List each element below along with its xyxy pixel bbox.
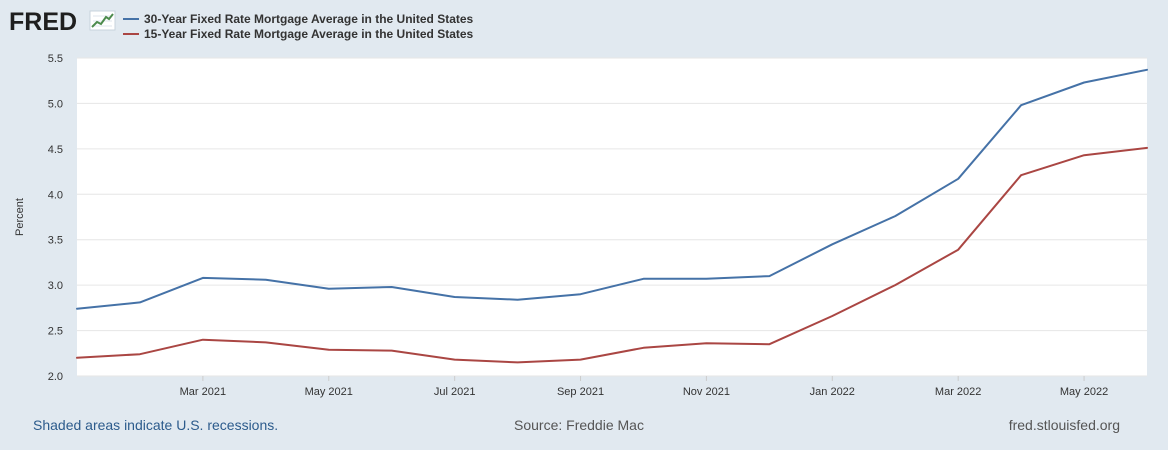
website-text: fred.stlouisfed.org [1008,417,1120,433]
x-tick-label: May 2022 [1060,386,1108,398]
legend-item-30-year[interactable]: 30-Year Fixed Rate Mortgage Average in t… [123,12,474,26]
y-tick-label: 5.5 [48,53,63,65]
series-line-30-year[interactable] [76,68,1148,310]
x-tick-label: Nov 2021 [683,386,730,398]
recession-note-link[interactable]: Shaded areas indicate U.S. recessions. [33,417,279,433]
x-axis-ticks: Mar 2021 May 2021 Jul 2021 Sep 2021 Nov 2021… [180,376,1108,398]
y-axis-title: Percent [14,198,26,236]
legend-label-15-year: 15-Year Fixed Rate Mortgage Average in t… [144,27,474,41]
x-tick-label: Sep 2021 [557,386,604,398]
y-tick-label: 2.5 [48,326,63,338]
y-tick-label: 4.0 [48,189,63,201]
y-axis-ticks: 2.0 2.5 3.0 3.5 4.0 4.5 5.0 5.5 [48,53,63,383]
series-line-15-year[interactable] [76,146,1148,364]
x-tick-label: Jan 2022 [810,386,855,398]
fred-logo-text: FRED [9,8,77,36]
fred-logo[interactable]: FRED [9,8,116,36]
plot-area [77,58,1147,376]
series-lines [76,68,1148,364]
y-tick-label: 3.0 [48,280,63,292]
x-tick-label: Jul 2021 [434,386,476,398]
line-chart-icon [89,10,116,31]
y-tick-label: 3.5 [48,235,63,247]
x-tick-label: Mar 2021 [180,386,226,398]
legend-item-15-year[interactable]: 15-Year Fixed Rate Mortgage Average in t… [123,27,474,41]
x-tick-label: May 2021 [305,386,353,398]
y-tick-label: 2.0 [48,371,63,383]
legend-label-30-year: 30-Year Fixed Rate Mortgage Average in t… [144,12,474,26]
source-text: Source: Freddie Mac [514,417,644,433]
y-tick-label: 4.5 [48,144,63,156]
legend: 30-Year Fixed Rate Mortgage Average in t… [123,12,474,41]
y-tick-label: 5.0 [48,98,63,110]
gridlines [77,57,1147,377]
x-tick-label: Mar 2022 [935,386,981,398]
